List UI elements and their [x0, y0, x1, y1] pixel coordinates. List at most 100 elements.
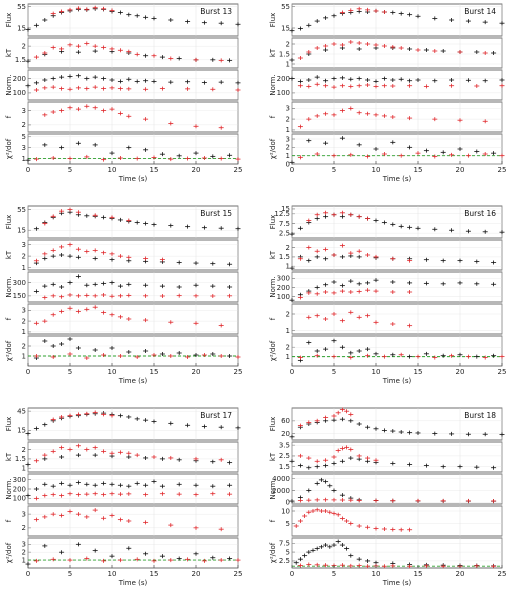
data-point-red — [339, 563, 345, 568]
data-point-red — [218, 527, 224, 532]
panel-2: 1.5 2.5 3.5kT — [269, 442, 503, 473]
y-tick-label: 3 — [22, 541, 26, 549]
data-point-black — [176, 56, 182, 61]
data-point-black — [331, 418, 337, 423]
data-point-black — [423, 148, 429, 153]
y-axis-label: kT — [269, 48, 277, 57]
panel-1: 15 55 Flux Burst 14 — [269, 3, 505, 37]
data-point-red — [117, 111, 123, 116]
data-point-black — [449, 18, 455, 22]
data-point-black — [465, 19, 471, 24]
y-tick-label: 15 — [17, 227, 26, 235]
y-tick-label: 2.5 — [279, 557, 290, 565]
data-point-red — [33, 157, 39, 162]
data-point-red — [50, 156, 56, 160]
data-point-red — [306, 498, 312, 503]
data-point-red — [306, 218, 312, 223]
y-tick-label: 1.5 — [279, 50, 290, 58]
data-point-black — [440, 150, 446, 155]
data-point-black — [168, 80, 174, 85]
data-point-red — [365, 253, 371, 257]
data-point-black — [185, 19, 191, 24]
data-point-black — [59, 285, 65, 289]
data-point-black — [59, 481, 65, 486]
data-point-black — [59, 253, 65, 257]
data-point-black — [356, 422, 362, 426]
data-point-black — [323, 543, 329, 548]
data-point-black — [407, 47, 413, 51]
data-point-black — [33, 80, 39, 85]
data-point-red — [297, 124, 303, 129]
data-point-red — [323, 247, 329, 252]
data-point-black — [390, 222, 396, 227]
data-point-red — [339, 516, 345, 521]
panel-frame — [27, 3, 239, 37]
y-tick-label: 7.5 — [279, 540, 290, 548]
burst-title: Burst 17 — [200, 411, 232, 420]
data-point-red — [348, 251, 354, 256]
data-point-red — [168, 455, 174, 460]
data-point-red — [356, 110, 362, 115]
data-point-black — [398, 224, 404, 229]
data-point-red — [75, 443, 81, 448]
data-point-black — [306, 340, 312, 345]
data-point-black — [449, 228, 455, 233]
x-tick-label: 20 — [456, 166, 465, 174]
data-point-red — [168, 56, 174, 61]
x-tick-label: 15 — [414, 570, 423, 578]
data-point-black — [50, 484, 56, 489]
data-point-red — [75, 6, 81, 11]
data-point-red — [201, 156, 207, 160]
data-point-red — [210, 491, 216, 496]
data-point-black — [42, 482, 48, 487]
data-point-black — [75, 542, 81, 547]
data-point-red — [33, 55, 39, 60]
data-point-red — [356, 315, 362, 320]
y-tick-label: 2 — [286, 144, 290, 152]
x-tick-label: 15 — [414, 368, 423, 376]
data-point-red — [432, 355, 438, 360]
data-point-black — [390, 140, 396, 145]
data-point-black — [440, 464, 446, 469]
data-point-black — [42, 339, 48, 343]
y-axis-label: kT — [269, 452, 277, 461]
data-point-black — [327, 483, 333, 488]
data-point-red — [126, 114, 132, 119]
y-axis-label: Norm. — [5, 74, 13, 95]
data-point-black — [407, 225, 413, 230]
data-point-black — [339, 345, 345, 350]
data-point-red — [449, 353, 455, 358]
y-tick-label: 5 — [286, 520, 290, 528]
y-axis-label: kT — [5, 452, 13, 461]
y-tick-label: 150 — [13, 292, 26, 300]
data-point-red — [348, 106, 354, 111]
data-point-black — [390, 78, 396, 82]
data-point-black — [491, 51, 497, 55]
data-point-red — [117, 293, 123, 298]
data-point-black — [235, 80, 241, 85]
data-point-black — [50, 254, 56, 259]
data-point-black — [210, 459, 216, 464]
data-point-red — [297, 519, 303, 523]
data-point-black — [323, 463, 329, 468]
data-point-black — [365, 558, 371, 563]
data-point-red — [390, 256, 396, 261]
data-point-black — [314, 75, 320, 80]
data-point-red — [407, 527, 413, 532]
data-point-red — [210, 87, 216, 92]
data-point-red — [381, 152, 387, 156]
data-point-black — [474, 149, 480, 154]
data-point-black — [314, 464, 320, 469]
panel-5: 123 χ²/dof — [5, 537, 241, 569]
data-point-black — [449, 78, 455, 82]
data-point-red — [331, 497, 337, 502]
data-point-red — [50, 293, 56, 298]
data-point-red — [302, 514, 308, 518]
data-point-red — [75, 44, 81, 49]
data-point-black — [126, 258, 132, 263]
data-point-black — [474, 281, 480, 286]
data-point-red — [323, 563, 329, 568]
data-point-red — [151, 53, 157, 58]
data-point-black — [75, 274, 81, 279]
